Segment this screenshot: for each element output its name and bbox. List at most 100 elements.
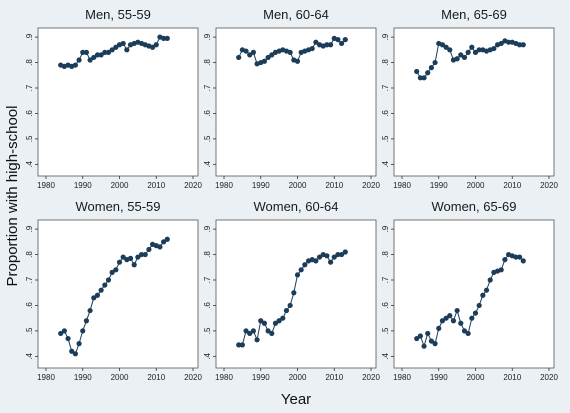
data-point	[458, 52, 464, 58]
data-point	[98, 52, 104, 58]
data-point	[94, 52, 101, 58]
data-point	[261, 58, 268, 64]
x-tick-label: 2020	[362, 373, 380, 382]
panel-title: Women, 60-64	[253, 199, 338, 214]
data-point	[421, 75, 427, 81]
data-point	[421, 343, 427, 349]
data-point	[109, 269, 115, 275]
data-point	[113, 44, 119, 50]
y-tick-label: .9	[25, 225, 34, 232]
y-tick-label: .9	[381, 225, 390, 232]
x-tick-label: 1980	[215, 181, 233, 190]
data-point	[443, 44, 449, 50]
data-point	[61, 328, 67, 334]
x-tick-label: 1980	[393, 181, 411, 190]
data-point	[425, 330, 431, 337]
x-tick-label: 2010	[147, 373, 165, 382]
data-point	[276, 318, 282, 324]
x-tick-label: 1990	[430, 181, 448, 190]
y-tick-label: .4	[203, 160, 212, 167]
data-point	[102, 282, 108, 288]
data-point	[476, 47, 482, 53]
data-point	[161, 35, 167, 41]
data-point	[520, 42, 526, 48]
y-tick-label: .4	[25, 352, 34, 359]
y-tick-label: .6	[25, 302, 34, 309]
data-point	[69, 348, 75, 354]
data-point	[483, 287, 490, 293]
data-point	[480, 292, 486, 298]
data-point	[58, 330, 64, 337]
y-tick-label: .8	[381, 59, 390, 66]
data-point	[243, 328, 249, 334]
data-point	[149, 44, 156, 50]
y-tick-label: .4	[381, 352, 390, 359]
data-point	[327, 42, 334, 48]
y-tick-label: .5	[203, 327, 212, 334]
data-point	[458, 320, 464, 326]
data-point	[243, 48, 249, 54]
plot-frame	[37, 27, 199, 177]
data-point	[450, 318, 457, 324]
data-point	[432, 341, 438, 347]
data-point	[443, 315, 449, 321]
y-tick-label: .5	[25, 135, 34, 142]
x-tick-label: 1990	[430, 373, 448, 382]
data-point	[517, 42, 523, 48]
x-tick-label: 2000	[289, 181, 307, 190]
panel-3: Men, 65-69 .4 .5 .6 .7 .8 .9 1980 1990 2000 2010 20…	[381, 7, 558, 190]
data-point	[80, 328, 86, 334]
data-point	[487, 277, 493, 283]
data-point	[261, 320, 268, 326]
data-point	[236, 54, 242, 61]
panel-title: Men, 60-64	[263, 7, 329, 22]
y-tick-label: .8	[25, 251, 34, 258]
data-point	[109, 47, 115, 53]
data-point	[298, 267, 304, 273]
data-point	[339, 251, 345, 258]
x-tick-label: 1990	[252, 181, 270, 190]
y-tick-label: .4	[203, 352, 212, 359]
data-point	[294, 58, 301, 64]
data-point	[517, 254, 523, 260]
y-tick-label: .7	[25, 84, 34, 91]
y-tick-label: .7	[381, 276, 390, 283]
y-tick-label: .5	[25, 327, 34, 334]
data-point	[302, 262, 308, 268]
data-point	[247, 330, 253, 337]
panel-6: Women, 65-69 .4 .5 .6 .7 .8 .9 1980 1990 2000 2010…	[381, 199, 558, 382]
data-point	[417, 75, 423, 81]
data-point	[313, 39, 319, 45]
y-tick-label: .7	[381, 84, 390, 91]
data-point	[265, 54, 271, 61]
data-point	[339, 40, 345, 47]
data-point	[342, 249, 348, 255]
data-point	[513, 254, 519, 260]
y-tick-label: .6	[203, 302, 212, 309]
data-point	[157, 244, 163, 250]
x-tick-label: 1980	[215, 373, 233, 382]
x-tick-label: 2020	[362, 181, 380, 190]
y-tick-label: .7	[203, 276, 212, 283]
data-point	[258, 318, 264, 324]
x-tick-label: 2010	[325, 181, 343, 190]
data-point	[439, 318, 446, 324]
data-point	[83, 318, 90, 324]
data-point	[335, 37, 341, 43]
panel-5: Women, 60-64 .4 .5 .6 .7 .8 .9 1980 1990 2000 2010…	[203, 199, 380, 382]
y-tick-label: .7	[25, 276, 34, 283]
data-point	[269, 52, 275, 58]
panel-2: Men, 60-64 .4 .5 .6 .7 .8 .9 1980 1990 2000 2010 20…	[203, 7, 380, 190]
y-axis-title: Proportion with high-school	[4, 106, 21, 287]
y-tick-label: .9	[203, 225, 212, 232]
x-tick-label: 2010	[503, 181, 521, 190]
data-point	[124, 47, 130, 53]
data-point	[161, 239, 167, 245]
data-point	[520, 258, 526, 264]
data-point	[414, 68, 420, 75]
data-point	[498, 267, 504, 273]
data-point	[472, 49, 479, 55]
data-point	[439, 42, 446, 48]
data-point	[342, 37, 348, 43]
data-point	[472, 310, 479, 316]
